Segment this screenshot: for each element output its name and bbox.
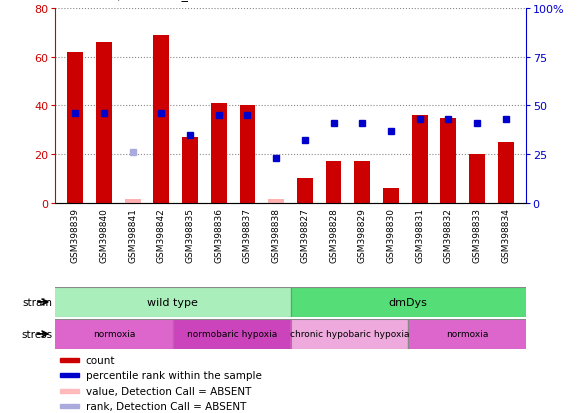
Bar [290,287,526,317]
Bar [67,52,83,203]
Bar [440,118,456,203]
Text: normobaric hypoxia: normobaric hypoxia [187,330,277,339]
Text: GSM398832: GSM398832 [444,208,453,263]
Text: percentile rank within the sample: percentile rank within the sample [86,370,261,380]
Text: GSM398827: GSM398827 [300,208,309,263]
Text: normoxia: normoxia [446,330,488,339]
Bar [55,287,290,317]
Bar [173,319,290,349]
Bar [297,179,313,203]
Bar [211,104,227,203]
Bar [153,36,169,203]
Bar [408,319,526,349]
Bar [412,116,428,203]
Text: GSM398835: GSM398835 [185,208,195,263]
Bar [60,404,79,408]
Bar [60,389,79,393]
Text: GSM398836: GSM398836 [214,208,223,263]
Bar [96,43,112,203]
Bar [383,189,399,203]
Text: normoxia: normoxia [93,330,135,339]
Text: GSM398837: GSM398837 [243,208,252,263]
Text: GSM398828: GSM398828 [329,208,338,263]
Text: GSM398834: GSM398834 [501,208,510,263]
Text: strain: strain [22,297,52,307]
Bar [354,162,370,203]
Bar [498,142,514,203]
Text: GSM398831: GSM398831 [415,208,424,263]
Text: GSM398840: GSM398840 [99,208,109,263]
Bar [239,106,255,203]
Text: GSM398838: GSM398838 [272,208,281,263]
Text: chronic hypobaric hypoxia: chronic hypobaric hypoxia [289,330,409,339]
Text: wild type: wild type [148,297,198,307]
Bar [290,319,408,349]
Text: GSM398829: GSM398829 [358,208,367,263]
Bar [182,138,198,203]
Bar [55,319,173,349]
Bar [469,155,485,203]
Bar [326,162,342,203]
Text: GSM398841: GSM398841 [128,208,137,263]
Text: count: count [86,355,115,365]
Bar [268,200,284,203]
Bar [60,373,79,377]
Text: dmDys: dmDys [389,297,428,307]
Text: GSM398833: GSM398833 [472,208,482,263]
Text: rank, Detection Call = ABSENT: rank, Detection Call = ABSENT [86,401,246,411]
Text: value, Detection Call = ABSENT: value, Detection Call = ABSENT [86,386,251,396]
Text: GSM398839: GSM398839 [71,208,80,263]
Text: stress: stress [21,329,52,339]
Bar [60,358,79,362]
Text: GSM398830: GSM398830 [386,208,396,263]
Bar [125,200,141,203]
Text: GSM398842: GSM398842 [157,208,166,262]
